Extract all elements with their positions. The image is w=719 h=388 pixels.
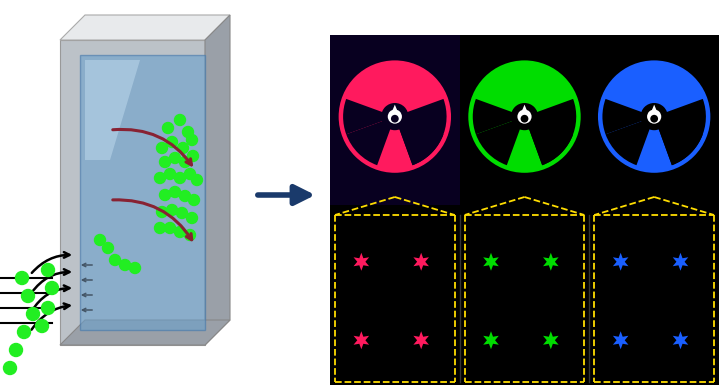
Circle shape xyxy=(186,135,198,146)
Circle shape xyxy=(185,168,196,180)
Wedge shape xyxy=(603,99,654,134)
Circle shape xyxy=(157,142,168,154)
Wedge shape xyxy=(473,99,524,134)
Circle shape xyxy=(470,62,579,171)
Wedge shape xyxy=(347,117,395,165)
Circle shape xyxy=(511,103,538,130)
Polygon shape xyxy=(354,253,369,271)
Polygon shape xyxy=(520,105,529,117)
Circle shape xyxy=(160,156,170,168)
Circle shape xyxy=(165,168,175,180)
Polygon shape xyxy=(60,40,205,345)
Polygon shape xyxy=(205,15,230,345)
Circle shape xyxy=(35,319,48,333)
Circle shape xyxy=(600,62,709,171)
Circle shape xyxy=(176,208,188,218)
Wedge shape xyxy=(473,62,576,117)
Circle shape xyxy=(27,308,40,320)
Circle shape xyxy=(186,213,198,223)
Circle shape xyxy=(157,206,168,218)
Circle shape xyxy=(521,115,528,123)
Circle shape xyxy=(42,263,55,277)
Polygon shape xyxy=(330,35,719,385)
Circle shape xyxy=(180,191,191,201)
Circle shape xyxy=(647,109,661,124)
Polygon shape xyxy=(354,331,369,349)
Circle shape xyxy=(4,362,17,374)
Circle shape xyxy=(9,343,22,357)
Circle shape xyxy=(165,222,175,234)
Circle shape xyxy=(155,222,165,234)
Wedge shape xyxy=(395,117,444,165)
Circle shape xyxy=(103,242,114,253)
Wedge shape xyxy=(654,99,706,165)
Polygon shape xyxy=(649,105,659,117)
Circle shape xyxy=(170,187,180,197)
Polygon shape xyxy=(543,253,559,271)
Circle shape xyxy=(22,289,35,303)
Wedge shape xyxy=(476,117,524,165)
Wedge shape xyxy=(603,62,705,117)
Circle shape xyxy=(183,126,193,137)
Circle shape xyxy=(42,301,55,315)
Polygon shape xyxy=(60,15,230,40)
Circle shape xyxy=(650,115,658,123)
Circle shape xyxy=(388,109,402,124)
Polygon shape xyxy=(483,331,499,349)
Circle shape xyxy=(119,260,131,270)
Circle shape xyxy=(185,229,196,241)
Polygon shape xyxy=(390,105,400,117)
Polygon shape xyxy=(590,35,719,205)
Polygon shape xyxy=(60,320,230,345)
Polygon shape xyxy=(483,253,499,271)
Wedge shape xyxy=(605,117,654,165)
Circle shape xyxy=(45,282,58,294)
Polygon shape xyxy=(80,55,205,330)
Wedge shape xyxy=(654,117,702,165)
Circle shape xyxy=(188,151,198,161)
Polygon shape xyxy=(613,253,628,271)
Wedge shape xyxy=(343,99,395,134)
Circle shape xyxy=(391,115,399,123)
Wedge shape xyxy=(344,62,446,117)
Polygon shape xyxy=(613,331,628,349)
Polygon shape xyxy=(543,331,559,349)
Circle shape xyxy=(109,255,121,265)
Polygon shape xyxy=(85,60,140,160)
Circle shape xyxy=(178,142,188,154)
Circle shape xyxy=(175,227,186,237)
Circle shape xyxy=(175,173,186,184)
Wedge shape xyxy=(524,99,576,165)
Polygon shape xyxy=(459,35,590,205)
Polygon shape xyxy=(330,35,459,205)
Circle shape xyxy=(170,152,180,163)
Circle shape xyxy=(17,326,30,338)
Circle shape xyxy=(518,109,531,124)
Circle shape xyxy=(129,263,140,274)
Wedge shape xyxy=(524,117,573,165)
Circle shape xyxy=(188,194,199,206)
Circle shape xyxy=(155,173,165,184)
Polygon shape xyxy=(673,253,688,271)
Circle shape xyxy=(191,175,203,185)
Polygon shape xyxy=(413,331,429,349)
Wedge shape xyxy=(395,99,446,165)
Circle shape xyxy=(160,189,170,201)
Circle shape xyxy=(175,114,186,125)
Circle shape xyxy=(167,137,178,147)
Circle shape xyxy=(381,103,408,130)
Circle shape xyxy=(180,156,191,168)
Circle shape xyxy=(16,272,29,284)
Circle shape xyxy=(167,204,178,215)
Circle shape xyxy=(162,123,173,133)
Circle shape xyxy=(94,234,106,246)
Polygon shape xyxy=(413,253,429,271)
Circle shape xyxy=(641,103,668,130)
Circle shape xyxy=(340,62,449,171)
Polygon shape xyxy=(673,331,688,349)
